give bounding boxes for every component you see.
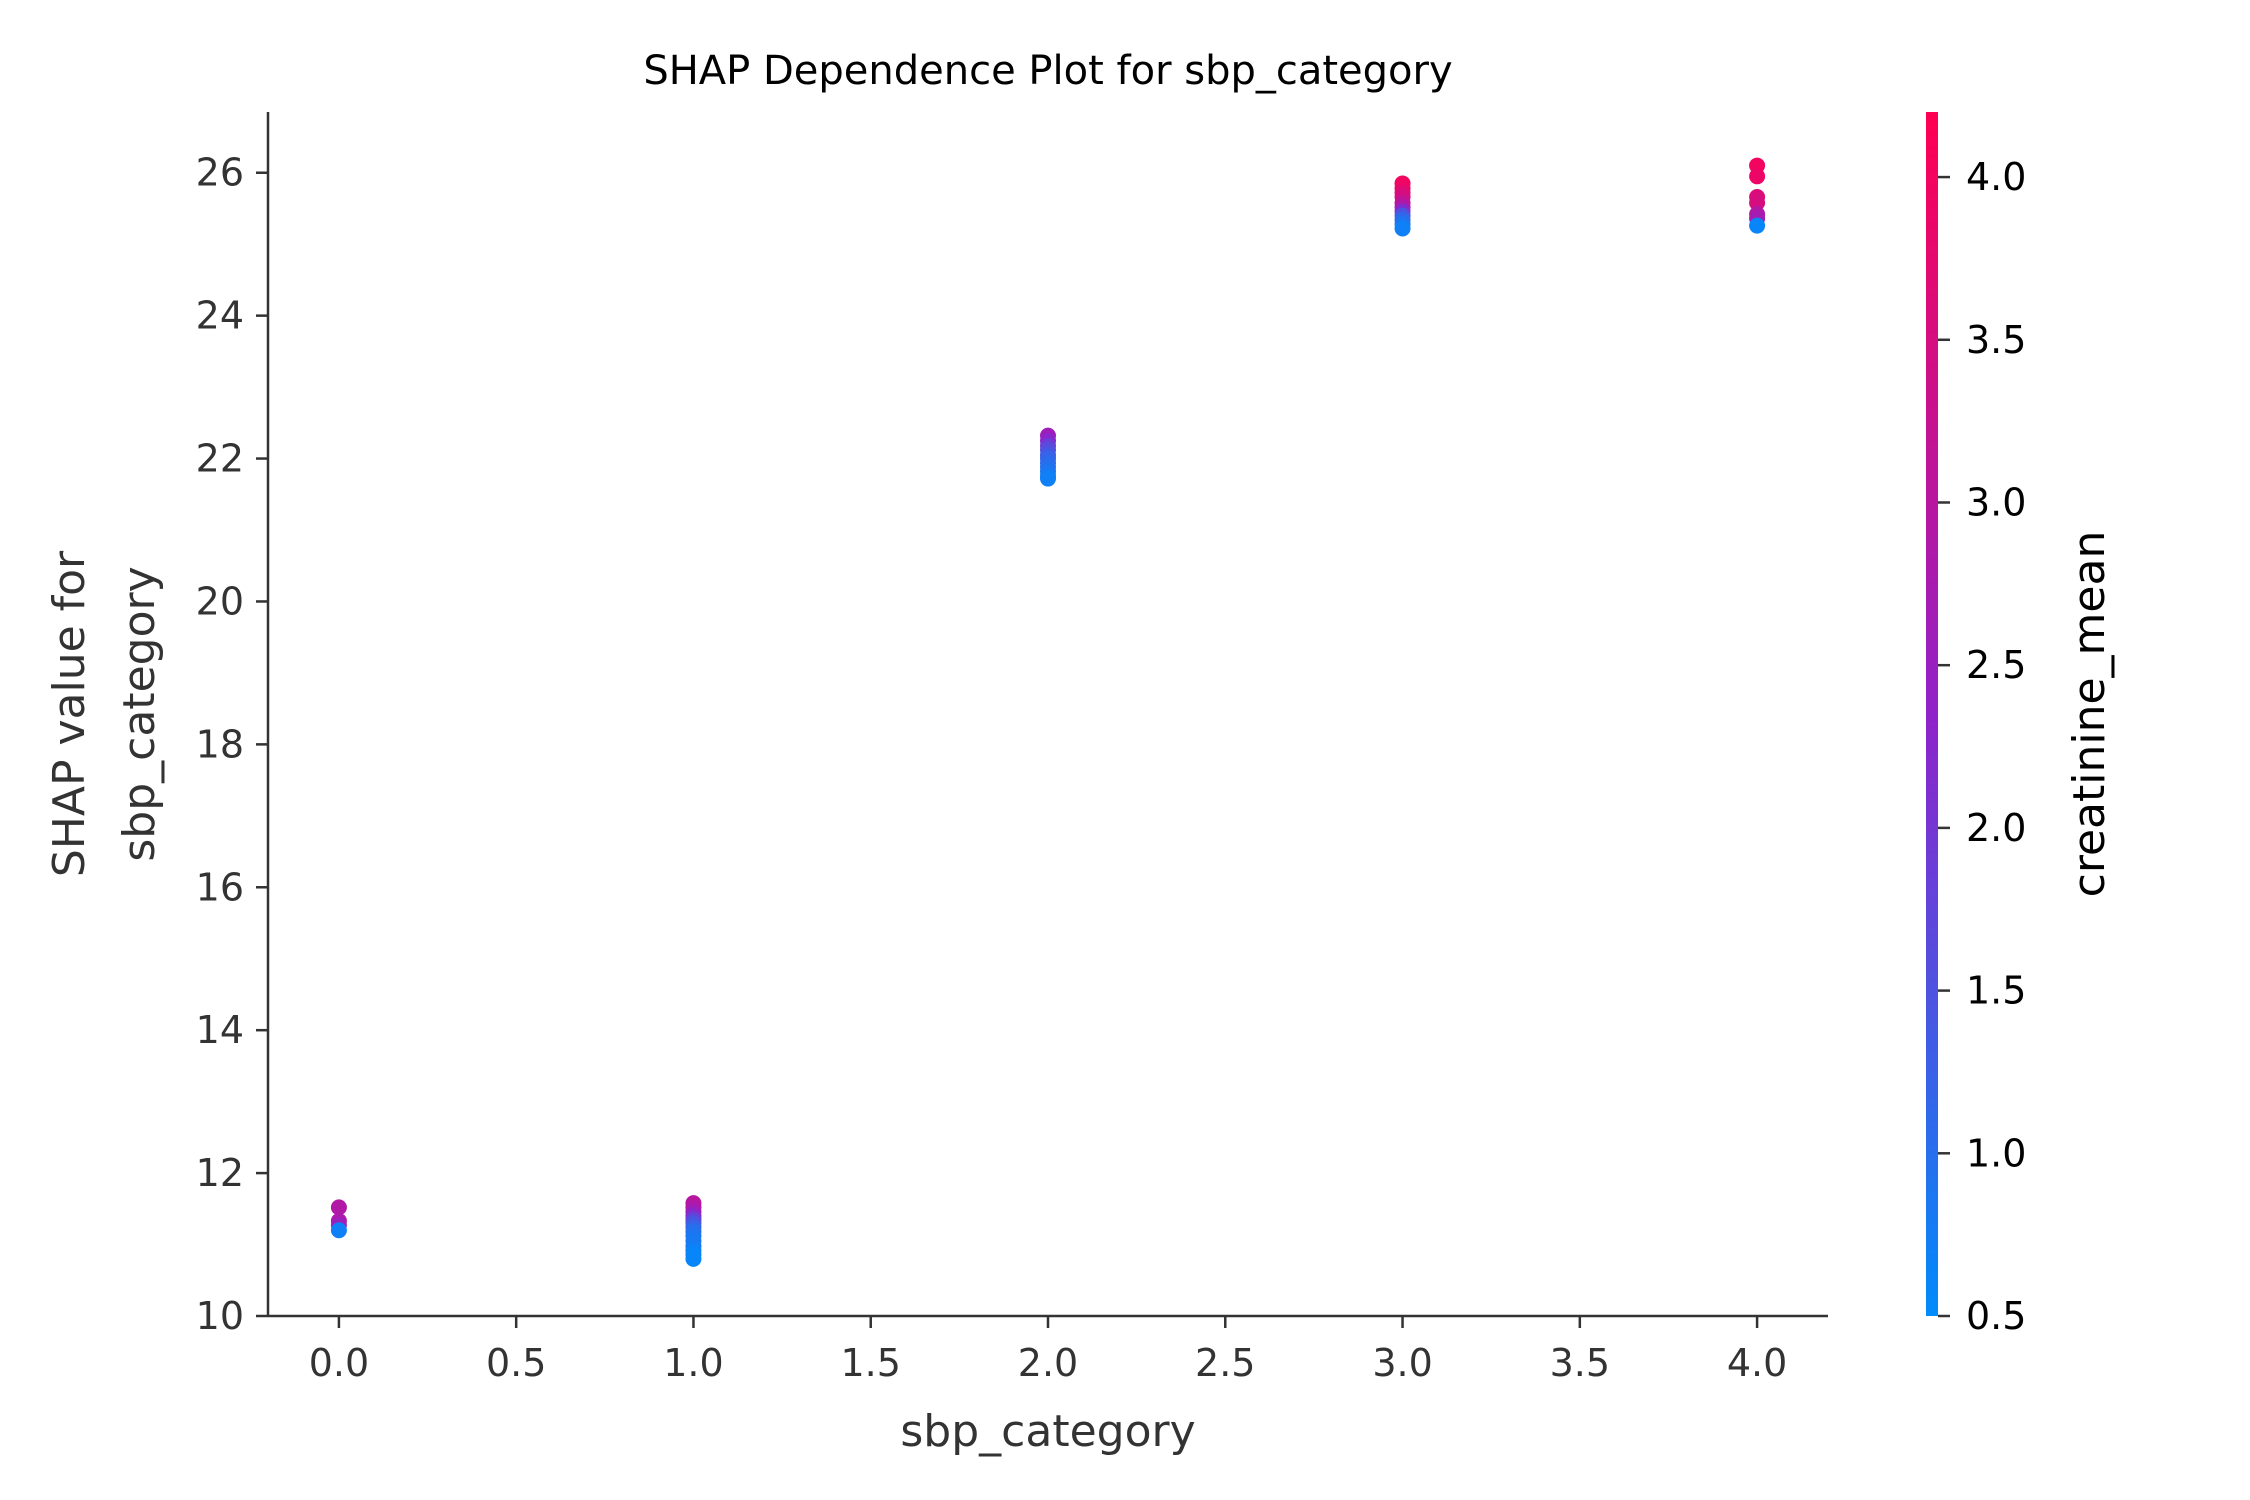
scatter-point-0 (330, 1199, 347, 1216)
x-axis-label: sbp_category (900, 1406, 1195, 1457)
y-axis-label: SHAP value for sbp_category (44, 550, 165, 877)
colorbar-tick-label-5: 3.0 (1966, 480, 2026, 524)
x-tick-label-6: 3.0 (1372, 1341, 1432, 1385)
y-tick-label-1: 12 (196, 1151, 244, 1195)
y-axis-ticks: 10 12 14 16 18 20 22 24 26 (196, 151, 268, 1338)
colorbar-tick-label-0: 0.5 (1966, 1294, 2026, 1338)
colorbar-tick-label-6: 3.5 (1966, 318, 2026, 362)
x-tick-label-1: 0.5 (486, 1341, 546, 1385)
colorbar-tick-label-2: 1.5 (1966, 969, 2026, 1013)
y-tick-label-7: 24 (196, 294, 244, 338)
y-tick-label-8: 26 (196, 151, 244, 195)
x-tick-label-7: 3.5 (1550, 1341, 1610, 1385)
scatter-point-28 (1040, 470, 1056, 487)
x-tick-label-2: 1.0 (663, 1341, 723, 1385)
x-tick-label-0: 0.0 (309, 1341, 369, 1385)
colorbar-tick-label-1: 1.0 (1966, 1131, 2026, 1175)
plot-area (330, 157, 1766, 1267)
x-tick-label-5: 2.5 (1195, 1341, 1255, 1385)
y-tick-label-0: 10 (196, 1294, 244, 1338)
colorbar (1926, 112, 1938, 1316)
colorbar-tick-label-4: 2.5 (1966, 643, 2026, 687)
colorbar-tick-label-7: 4.0 (1966, 155, 2026, 199)
y-tick-label-2: 14 (196, 1008, 244, 1052)
x-tick-label-3: 1.5 (841, 1341, 901, 1385)
y-tick-label-5: 20 (196, 579, 244, 623)
y-tick-label-6: 22 (196, 437, 244, 481)
x-tick-label-8: 4.0 (1727, 1341, 1787, 1385)
colorbar-tick-label-3: 2.0 (1966, 806, 2026, 850)
colorbar-label: creatinine_mean (2064, 531, 2115, 898)
scatter-point-39 (1394, 220, 1411, 237)
scatter-point-46 (1749, 217, 1766, 234)
x-axis-ticks: 0.0 0.5 1.0 1.5 2.0 2.5 3.0 3.5 4.0 (309, 1316, 1787, 1385)
y-axis-label-line-2: sbp_category (114, 566, 165, 861)
x-tick-label-4: 2.0 (1018, 1341, 1078, 1385)
y-tick-label-4: 18 (196, 722, 244, 766)
colorbar-ticks: 0.5 1.0 1.5 2.0 2.5 3.0 3.5 4.0 (1938, 155, 2026, 1338)
scatter-point-17 (685, 1250, 702, 1267)
y-axis-label-line-1: SHAP value for (44, 550, 95, 877)
y-tick-label-3: 16 (196, 865, 244, 909)
scatter-point-3 (330, 1222, 347, 1239)
scatter-point-43 (1749, 194, 1766, 211)
scatter-point-41 (1749, 168, 1766, 185)
chart-title: SHAP Dependence Plot for sbp_category (643, 48, 1452, 94)
